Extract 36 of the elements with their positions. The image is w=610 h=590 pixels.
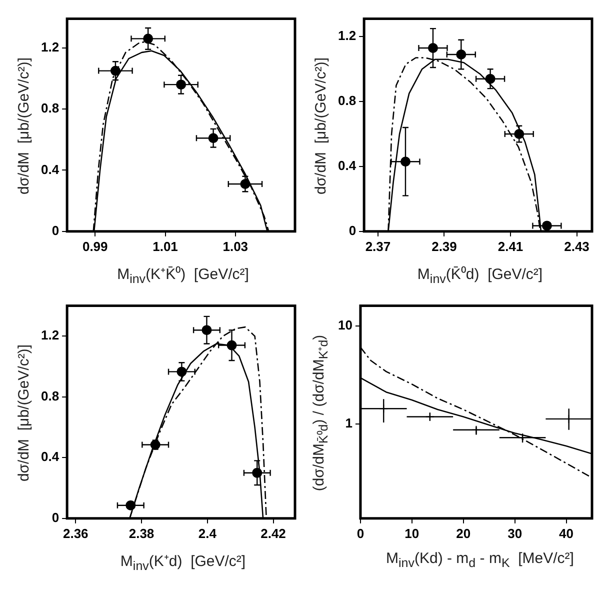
y-tick-label: 0.4	[338, 158, 357, 174]
y-tick-label: 0.4	[40, 449, 60, 464]
y-tick-label: 0	[348, 222, 356, 238]
y-tick-label: 1	[345, 416, 352, 431]
x-tick-label: 30	[508, 526, 522, 541]
x-axis-title: M$_{inv}$(K⁺d) [GeV/c²]	[120, 552, 246, 573]
y-tick-label: 0	[52, 510, 60, 525]
x-tick-label: 2.38	[128, 526, 154, 541]
y-tick-label: 0.8	[40, 100, 60, 116]
x-tick-label: 40	[559, 526, 574, 541]
x-axis-title: M$_{inv}$(K⁺K̄⁰) [GeV/c²]	[117, 265, 249, 286]
y-tick-label: 1.2	[40, 39, 60, 54]
x-tick-label: 2.39	[432, 238, 457, 254]
x-tick-label: 2.43	[564, 238, 590, 254]
y-axis-title: dσ/dM [μb/(GeV/c²)]	[312, 57, 330, 195]
x-tick-label: 2.42	[260, 526, 286, 541]
x-tick-label: 1.01	[152, 238, 178, 254]
x-tick-label: 2.4	[198, 526, 218, 541]
x-tick-label: 1.03	[222, 238, 248, 254]
x-tick-label: 2.41	[498, 238, 524, 254]
y-tick-label: 1.2	[338, 28, 356, 44]
y-tick-label: 0.8	[40, 388, 60, 404]
x-axis-title: M$_{inv}$(K̄⁰d) [GeV/c²]	[417, 265, 543, 286]
x-tick-label: 0.99	[82, 238, 108, 254]
x-tick-label: 2.37	[365, 238, 391, 254]
y-tick-label: 0.4	[40, 162, 60, 177]
y-axis-title: dσ/dM [μb/(GeV/c²)]	[16, 57, 32, 195]
y-tick-label: 0.8	[338, 93, 356, 108]
x-tick-label: 20	[456, 526, 471, 541]
y-tick-label: 1.2	[40, 328, 60, 343]
x-axis-title: M$_{inv}$(Kd) - m$_{d}$ - m$_{K}$ [MeV/c²]	[386, 550, 574, 570]
y-tick-label: 0	[52, 222, 60, 238]
x-tick-label: 10	[404, 526, 420, 541]
y-axis-title: dσ/dM [μb/(GeV/c²)]	[16, 344, 32, 482]
x-tick-label: 2.36	[62, 526, 88, 541]
y-tick-label: 10	[338, 317, 352, 332]
